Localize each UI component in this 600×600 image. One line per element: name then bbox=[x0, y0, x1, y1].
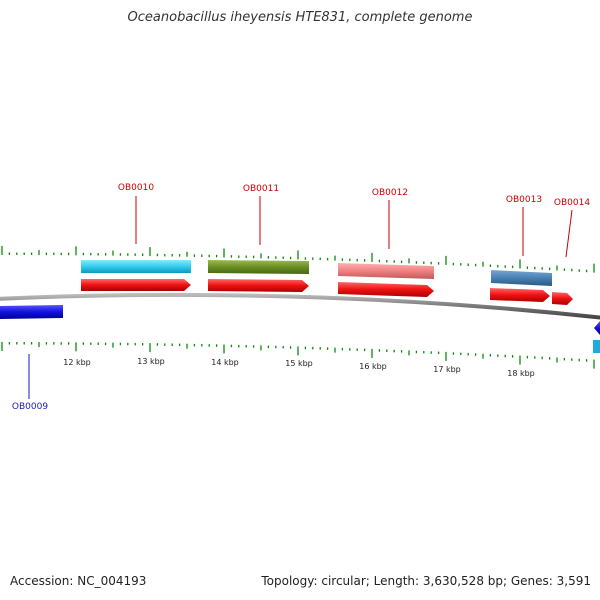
cds-OB0012[interactable] bbox=[338, 282, 434, 297]
gene-label-OB0012[interactable]: OB0012 bbox=[372, 188, 408, 198]
ruler-label: 17 kbp bbox=[433, 365, 461, 374]
ruler-label: 13 kbp bbox=[137, 357, 165, 366]
feature-OB0011[interactable] bbox=[208, 260, 309, 274]
ruler-label: 14 kbp bbox=[211, 358, 239, 367]
cds-OB0014[interactable] bbox=[552, 292, 573, 305]
gene-label-OB0014[interactable]: OB0014 bbox=[554, 198, 590, 208]
leader-OB0014 bbox=[565, 209, 573, 258]
gene-labels: OB0009 OB0010 OB0011 OB0012 OB0013 OB001… bbox=[12, 183, 590, 412]
feature-OB0010[interactable] bbox=[81, 260, 191, 273]
ruler-labels: 12 kbp 13 kbp 14 kbp 15 kbp 16 kbp 17 kb… bbox=[63, 357, 535, 378]
genome-summary: Topology: circular; Length: 3,630,528 bp… bbox=[261, 574, 591, 588]
accession-label: Accession: NC_004193 bbox=[10, 574, 147, 588]
genome-backbone bbox=[0, 292, 600, 320]
tick-row-bottom bbox=[1, 342, 595, 369]
map-title: Oceanobacillus iheyensis HTE831, complet… bbox=[127, 10, 473, 25]
feature-OB0013[interactable] bbox=[491, 270, 552, 286]
cds-reverse-edge[interactable] bbox=[594, 321, 600, 335]
feature-OB0012[interactable] bbox=[338, 263, 434, 279]
label-leaders bbox=[28, 196, 573, 399]
ruler-label: 18 kbp bbox=[507, 369, 535, 378]
ruler-label: 16 kbp bbox=[359, 362, 387, 371]
tick-row-top bbox=[1, 246, 595, 273]
feature-edge[interactable] bbox=[593, 340, 600, 353]
ruler-label: 12 kbp bbox=[63, 358, 91, 367]
gene-label-OB0013[interactable]: OB0013 bbox=[506, 195, 542, 205]
cds-row-reverse bbox=[0, 305, 600, 353]
feature-row bbox=[81, 260, 552, 286]
gene-label-OB0010[interactable]: OB0010 bbox=[118, 183, 154, 193]
cds-OB0011[interactable] bbox=[208, 279, 309, 292]
gene-label-OB0011[interactable]: OB0011 bbox=[243, 184, 279, 194]
cds-row-forward bbox=[81, 279, 573, 305]
gene-label-OB0009[interactable]: OB0009 bbox=[12, 402, 48, 412]
cds-OB0009[interactable] bbox=[0, 305, 63, 319]
cds-OB0010[interactable] bbox=[81, 279, 191, 291]
cds-OB0013[interactable] bbox=[490, 288, 550, 302]
ruler-label: 15 kbp bbox=[285, 359, 313, 368]
